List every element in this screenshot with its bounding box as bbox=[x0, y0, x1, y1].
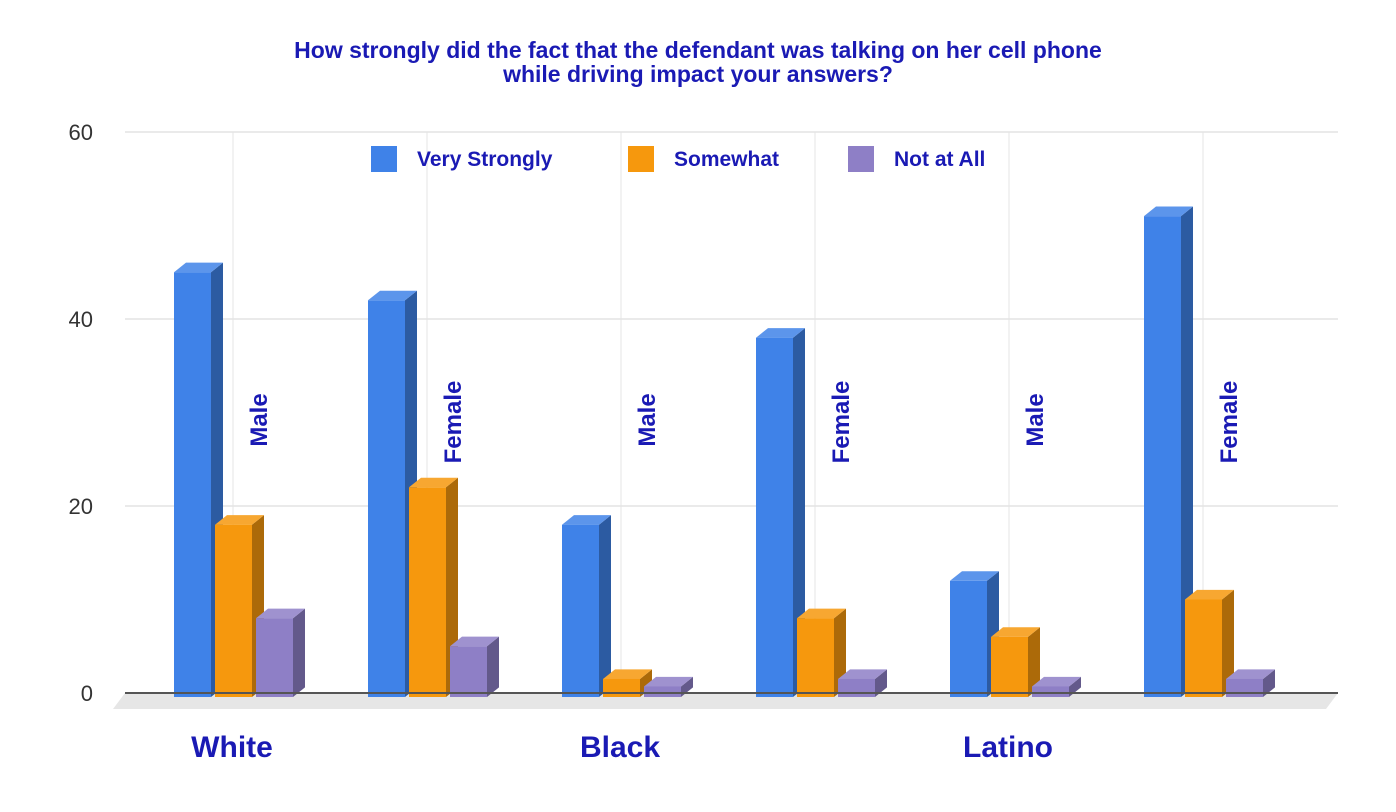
bar-top bbox=[174, 262, 223, 273]
legend-item: Somewhat bbox=[628, 146, 779, 172]
legend: Very Strongly Somewhat Not at All bbox=[371, 146, 985, 172]
category-label: Male bbox=[1022, 393, 1049, 446]
bar-top bbox=[562, 515, 611, 525]
legend-item: Very Strongly bbox=[371, 146, 553, 172]
bar-side bbox=[793, 328, 805, 697]
bar-front bbox=[838, 678, 875, 697]
group-label: Black bbox=[580, 731, 660, 764]
bar-side bbox=[1263, 669, 1275, 697]
bar-front bbox=[450, 646, 487, 697]
bar-front bbox=[562, 524, 599, 697]
bar-front bbox=[174, 272, 211, 697]
bar-top bbox=[1032, 676, 1081, 687]
category-label: Male bbox=[634, 393, 661, 446]
bar-top bbox=[756, 328, 805, 338]
bar-front bbox=[256, 618, 293, 697]
legend-item: Not at All bbox=[848, 146, 985, 172]
bar bbox=[756, 328, 805, 697]
bar-side bbox=[875, 669, 887, 697]
bar-front bbox=[1144, 216, 1181, 697]
bar bbox=[450, 636, 499, 697]
bar-top bbox=[797, 608, 846, 619]
bar-front bbox=[797, 618, 834, 697]
bar-front bbox=[603, 678, 640, 697]
bar bbox=[797, 608, 846, 697]
bar-side bbox=[446, 477, 458, 697]
bar-top bbox=[1185, 589, 1234, 600]
bar-front bbox=[368, 300, 405, 697]
bar-top bbox=[644, 676, 693, 687]
y-tick-label: 20 bbox=[69, 494, 93, 519]
bar-top bbox=[950, 571, 999, 581]
bar-side bbox=[640, 669, 652, 697]
bar-top bbox=[409, 477, 458, 488]
bar-side bbox=[1181, 206, 1193, 698]
bar-top bbox=[991, 627, 1040, 637]
category-label: Female bbox=[1216, 381, 1243, 464]
group-label: White bbox=[191, 731, 273, 764]
legend-swatch bbox=[848, 146, 874, 172]
bar bbox=[409, 477, 458, 697]
legend-swatch bbox=[628, 146, 654, 172]
group-label: Latino bbox=[963, 731, 1053, 764]
bar-top bbox=[215, 515, 264, 525]
group-labels: White Black Latino bbox=[191, 731, 1053, 764]
bar-side bbox=[834, 608, 846, 697]
bar-front bbox=[1185, 599, 1222, 697]
y-tick-label: 0 bbox=[81, 681, 93, 706]
bar-front bbox=[1032, 686, 1069, 697]
y-tick-label: 40 bbox=[69, 307, 93, 332]
category-labels: Male Female Male Female Male Female bbox=[246, 381, 1243, 464]
bars bbox=[174, 206, 1275, 698]
bar bbox=[950, 571, 999, 697]
bar-top bbox=[256, 608, 305, 619]
y-tick-label: 60 bbox=[69, 120, 93, 145]
bar bbox=[1185, 589, 1234, 697]
bar bbox=[644, 676, 693, 697]
legend-label: Somewhat bbox=[674, 148, 779, 171]
legend-label: Not at All bbox=[894, 148, 985, 171]
bar-side bbox=[1222, 589, 1234, 697]
bar bbox=[1032, 676, 1081, 697]
bar-front bbox=[991, 636, 1028, 697]
bar-top bbox=[1144, 206, 1193, 217]
bar bbox=[562, 515, 611, 697]
bar bbox=[256, 608, 305, 697]
bar-top bbox=[603, 669, 652, 679]
bar bbox=[1144, 206, 1193, 698]
bar-front bbox=[1226, 678, 1263, 697]
bar-side bbox=[599, 515, 611, 697]
chart-title-line-2: while driving impact your answers? bbox=[503, 61, 893, 87]
bar-side bbox=[681, 676, 693, 697]
bar bbox=[991, 627, 1040, 697]
bar-front bbox=[950, 580, 987, 697]
bar-side bbox=[293, 608, 305, 697]
category-label: Male bbox=[246, 393, 273, 446]
bar-front bbox=[215, 524, 252, 697]
y-axis: 0 20 40 60 bbox=[69, 120, 93, 706]
bar-front bbox=[756, 337, 793, 697]
legend-label: Very Strongly bbox=[417, 148, 553, 171]
bar-top bbox=[368, 290, 417, 301]
bar-top bbox=[450, 636, 499, 647]
category-label: Female bbox=[440, 381, 467, 464]
chart-title-line-1: How strongly did the fact that the defen… bbox=[294, 37, 1102, 63]
legend-swatch bbox=[371, 146, 397, 172]
bar-top bbox=[1226, 669, 1275, 679]
category-label: Female bbox=[828, 381, 855, 464]
chart-title: How strongly did the fact that the defen… bbox=[0, 38, 1396, 86]
bar-top bbox=[838, 669, 887, 679]
bar-side bbox=[1028, 627, 1040, 697]
bar-side bbox=[1069, 676, 1081, 697]
bar-front bbox=[644, 686, 681, 697]
bar-front bbox=[409, 487, 446, 697]
bar-side bbox=[487, 636, 499, 697]
